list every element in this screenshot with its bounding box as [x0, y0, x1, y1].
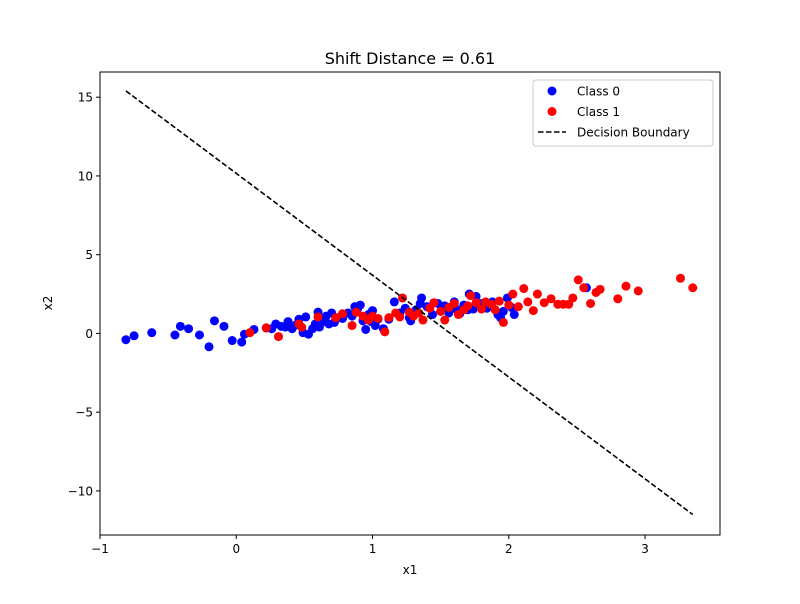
- data-point-class-1-57: [595, 284, 605, 294]
- x-tick-label: 3: [641, 542, 649, 556]
- data-point-class-1-22: [418, 315, 428, 325]
- data-point-class-0-58: [417, 293, 427, 303]
- data-point-class-1-45: [528, 306, 538, 316]
- data-point-class-1-38: [494, 296, 504, 306]
- data-point-class-1-0: [245, 328, 255, 338]
- data-point-class-1-42: [513, 302, 523, 312]
- x-tick-label: 2: [505, 542, 513, 556]
- data-point-class-1-28: [449, 299, 459, 308]
- x-axis-label: x1: [403, 563, 418, 577]
- data-point-class-0-8: [209, 316, 219, 326]
- decision-boundary-line: [125, 90, 694, 516]
- data-point-class-1-32: [466, 291, 476, 301]
- data-point-class-1-44: [523, 297, 533, 307]
- data-point-class-1-26: [440, 315, 450, 325]
- plot-frame: [99, 71, 721, 536]
- data-point-class-1-31: [463, 301, 473, 311]
- data-point-class-1-17: [395, 312, 405, 322]
- legend-marker-class-1: [547, 107, 557, 116]
- data-point-class-1-52: [568, 293, 578, 303]
- x-tick-label: 1: [369, 542, 377, 556]
- data-point-class-1-8: [347, 321, 357, 331]
- x-tick-label: 0: [232, 542, 240, 556]
- legend-frame: [532, 79, 714, 147]
- data-point-class-0-0: [121, 335, 131, 345]
- data-point-class-1-4: [297, 322, 307, 332]
- data-point-class-1-37: [490, 305, 500, 315]
- data-point-class-1-5: [313, 312, 323, 322]
- data-point-class-0-81: [509, 310, 519, 320]
- legend-label-class-0: Class 0: [577, 85, 620, 99]
- data-point-class-0-5: [184, 324, 194, 334]
- data-point-class-1-46: [532, 289, 542, 299]
- y-tick-label: 15: [78, 91, 93, 105]
- data-point-class-1-60: [633, 286, 643, 296]
- data-point-class-1-62: [688, 283, 698, 293]
- data-point-class-1-54: [579, 283, 589, 293]
- data-point-class-0-78: [498, 306, 508, 316]
- data-point-class-0-41: [355, 300, 365, 310]
- y-tick-label: −10: [68, 484, 93, 498]
- legend: Class 0 Class 1 Decision Boundary: [532, 79, 714, 147]
- data-point-class-0-10: [227, 336, 237, 346]
- data-point-class-1-39: [498, 317, 508, 327]
- data-point-class-1-25: [436, 306, 446, 316]
- data-point-class-1-40: [504, 300, 514, 310]
- data-point-class-1-7: [338, 309, 348, 319]
- data-point-class-1-53: [573, 275, 583, 285]
- x-tick-label: −1: [91, 542, 109, 556]
- data-point-class-1-48: [546, 294, 556, 304]
- data-point-class-1-15: [384, 313, 394, 323]
- data-point-class-0-2: [147, 328, 157, 338]
- data-point-class-1-2: [274, 332, 284, 342]
- data-point-class-1-43: [519, 284, 529, 294]
- data-point-class-1-61: [675, 273, 685, 283]
- y-tick-label: 5: [85, 248, 93, 262]
- legend-label-class-1: Class 1: [577, 105, 620, 119]
- data-point-class-1-59: [621, 281, 631, 291]
- y-tick-label: −5: [75, 406, 93, 420]
- data-point-class-0-19: [283, 317, 293, 327]
- data-point-class-0-4: [175, 321, 185, 331]
- data-point-class-0-1: [129, 331, 139, 341]
- chart-title: Shift Distance = 0.61: [325, 49, 496, 68]
- data-point-class-1-34: [477, 304, 487, 314]
- data-point-class-0-9: [219, 321, 229, 331]
- data-point-class-0-51: [389, 297, 399, 307]
- plot-area: [121, 90, 698, 516]
- data-point-class-1-47: [539, 298, 549, 308]
- data-point-class-1-1: [261, 323, 271, 333]
- data-point-class-1-41: [508, 289, 518, 299]
- data-point-class-0-3: [170, 330, 180, 340]
- data-point-class-0-11: [237, 337, 247, 347]
- legend-label-decision-boundary: Decision Boundary: [577, 126, 690, 140]
- data-point-class-1-6: [331, 313, 341, 323]
- data-point-class-1-13: [373, 313, 383, 323]
- data-point-class-1-14: [380, 327, 390, 337]
- y-tick-label: 10: [78, 169, 93, 183]
- legend-marker-class-0: [547, 86, 557, 96]
- data-point-class-0-24: [301, 312, 311, 322]
- data-point-class-1-55: [586, 299, 596, 308]
- data-point-class-0-6: [194, 330, 204, 340]
- data-point-class-1-33: [471, 298, 481, 308]
- data-point-class-1-9: [351, 307, 361, 317]
- data-point-class-1-24: [429, 298, 439, 308]
- y-tick-label: 0: [85, 327, 93, 341]
- data-point-class-0-7: [204, 342, 214, 352]
- data-point-class-1-58: [613, 294, 623, 304]
- y-axis-label: x2: [41, 296, 55, 311]
- data-point-class-0-43: [361, 324, 371, 334]
